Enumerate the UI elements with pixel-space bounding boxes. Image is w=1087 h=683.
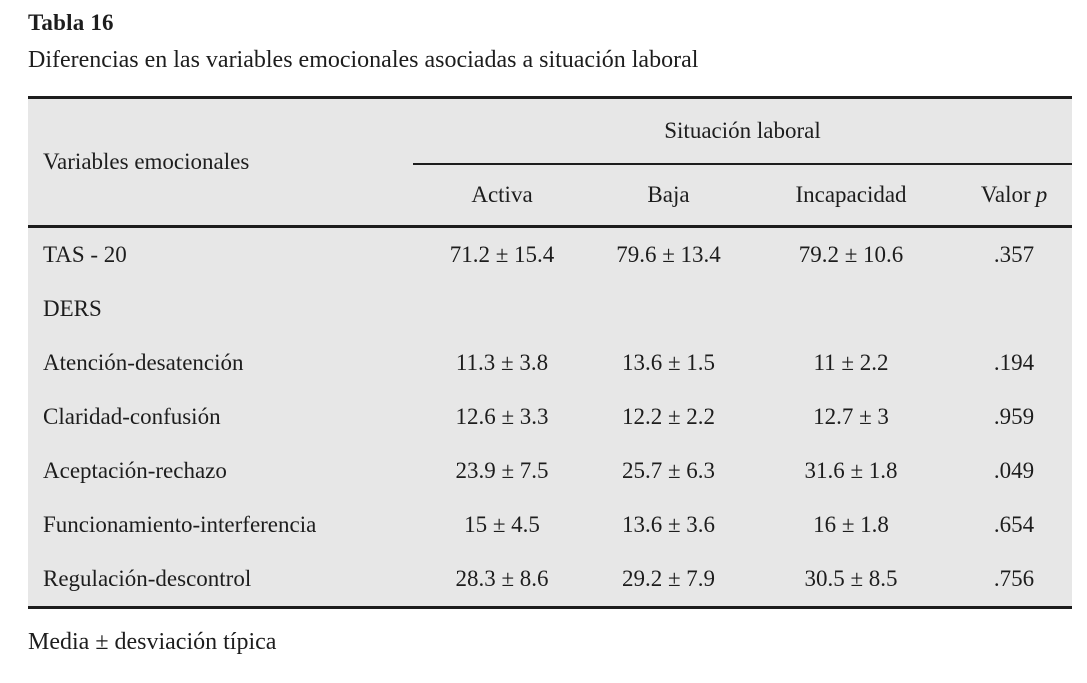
cell-activa: 71.2 ± 15.4 xyxy=(449,242,555,267)
valor-label: Valor xyxy=(980,181,1031,207)
cell-baja: 25.7 ± 6.3 xyxy=(621,458,716,483)
cell-label: TAS - 20 xyxy=(43,242,127,267)
cell-baja: 13.6 ± 3.6 xyxy=(621,512,716,537)
cell-incapacidad: 16 ± 1.8 xyxy=(813,512,889,537)
cell-incapacidad xyxy=(746,282,956,336)
header-activa: Activa xyxy=(413,163,591,228)
cell-label: Claridad-confusión xyxy=(43,404,221,429)
header-row-group: Variables emocionales Situación laboral xyxy=(28,97,1072,228)
cell-label: Regulación-descontrol xyxy=(43,566,252,591)
cell-activa xyxy=(413,282,591,336)
p-symbol: p xyxy=(1035,181,1048,207)
cell-activa: 28.3 ± 8.6 xyxy=(455,566,549,591)
header-incapacidad: Incapacidad xyxy=(746,163,956,228)
cell-p-value xyxy=(956,282,1072,336)
cell-activa: 23.9 ± 7.5 xyxy=(455,458,549,483)
table-footnote: Media ± desviación típica xyxy=(28,629,277,655)
statistics-table: Variables emocionales Situación laboral … xyxy=(28,96,1072,609)
table-row-aceptacion: Aceptación-rechazo 23.9 ± 7.5 25.7 ± 6.3… xyxy=(28,444,1072,498)
table-caption: Tabla 16 Diferencias en las variables em… xyxy=(28,8,1071,76)
cell-p-value: .194 xyxy=(993,350,1035,375)
cell-baja: 12.2 ± 2.2 xyxy=(621,404,716,429)
table-row-tas20: TAS - 20 71.2 ± 15.4 79.6 ± 13.4 79.2 ± … xyxy=(28,227,1072,283)
cell-p-value: .049 xyxy=(993,458,1035,483)
cell-p-value: .959 xyxy=(993,404,1035,429)
header-variables-emocionales: Variables emocionales xyxy=(28,97,413,228)
cell-p-value: .357 xyxy=(993,242,1035,267)
table-caption-number: Tabla 16 xyxy=(28,10,114,35)
table-row-atencion: Atención-desatención 11.3 ± 3.8 13.6 ± 1… xyxy=(28,336,1072,390)
cell-p-value: .654 xyxy=(993,512,1035,537)
cell-baja xyxy=(591,282,746,336)
header-baja: Baja xyxy=(591,163,746,228)
table-caption-text: Diferencias en las variables emocionales… xyxy=(28,47,699,73)
table-row-ders: DERS xyxy=(28,282,1072,336)
header-situacion-laboral: Situación laboral xyxy=(413,97,1072,165)
cell-activa: 11.3 ± 3.8 xyxy=(455,350,549,375)
cell-label: DERS xyxy=(43,296,102,321)
header-row-columns: Activa Baja Incapacidad Valor p xyxy=(28,163,1072,228)
cell-activa: 15 ± 4.5 xyxy=(464,512,540,537)
cell-incapacidad: 30.5 ± 8.5 xyxy=(804,566,898,591)
cell-label: Aceptación-rechazo xyxy=(43,458,227,483)
table-row-claridad: Claridad-confusión 12.6 ± 3.3 12.2 ± 2.2… xyxy=(28,390,1072,444)
cell-incapacidad: 11 ± 2.2 xyxy=(813,350,889,375)
cell-incapacidad: 31.6 ± 1.8 xyxy=(804,458,898,483)
table-row-funcionamiento: Funcionamiento-interferencia 15 ± 4.5 13… xyxy=(28,498,1072,552)
cell-incapacidad: 12.7 ± 3 xyxy=(813,404,889,429)
table-row-regulacion: Regulación-descontrol 28.3 ± 8.6 29.2 ± … xyxy=(28,552,1072,608)
cell-baja: 13.6 ± 1.5 xyxy=(621,350,716,375)
cell-label: Funcionamiento-interferencia xyxy=(43,512,317,537)
header-valor-p: Valor p xyxy=(956,163,1072,228)
cell-p-value: .756 xyxy=(993,566,1035,591)
cell-activa: 12.6 ± 3.3 xyxy=(455,404,549,429)
cell-label: Atención-desatención xyxy=(43,350,244,375)
cell-incapacidad: 79.2 ± 10.6 xyxy=(798,242,904,267)
cell-baja: 29.2 ± 7.9 xyxy=(621,566,716,591)
cell-baja: 79.6 ± 13.4 xyxy=(616,242,721,267)
